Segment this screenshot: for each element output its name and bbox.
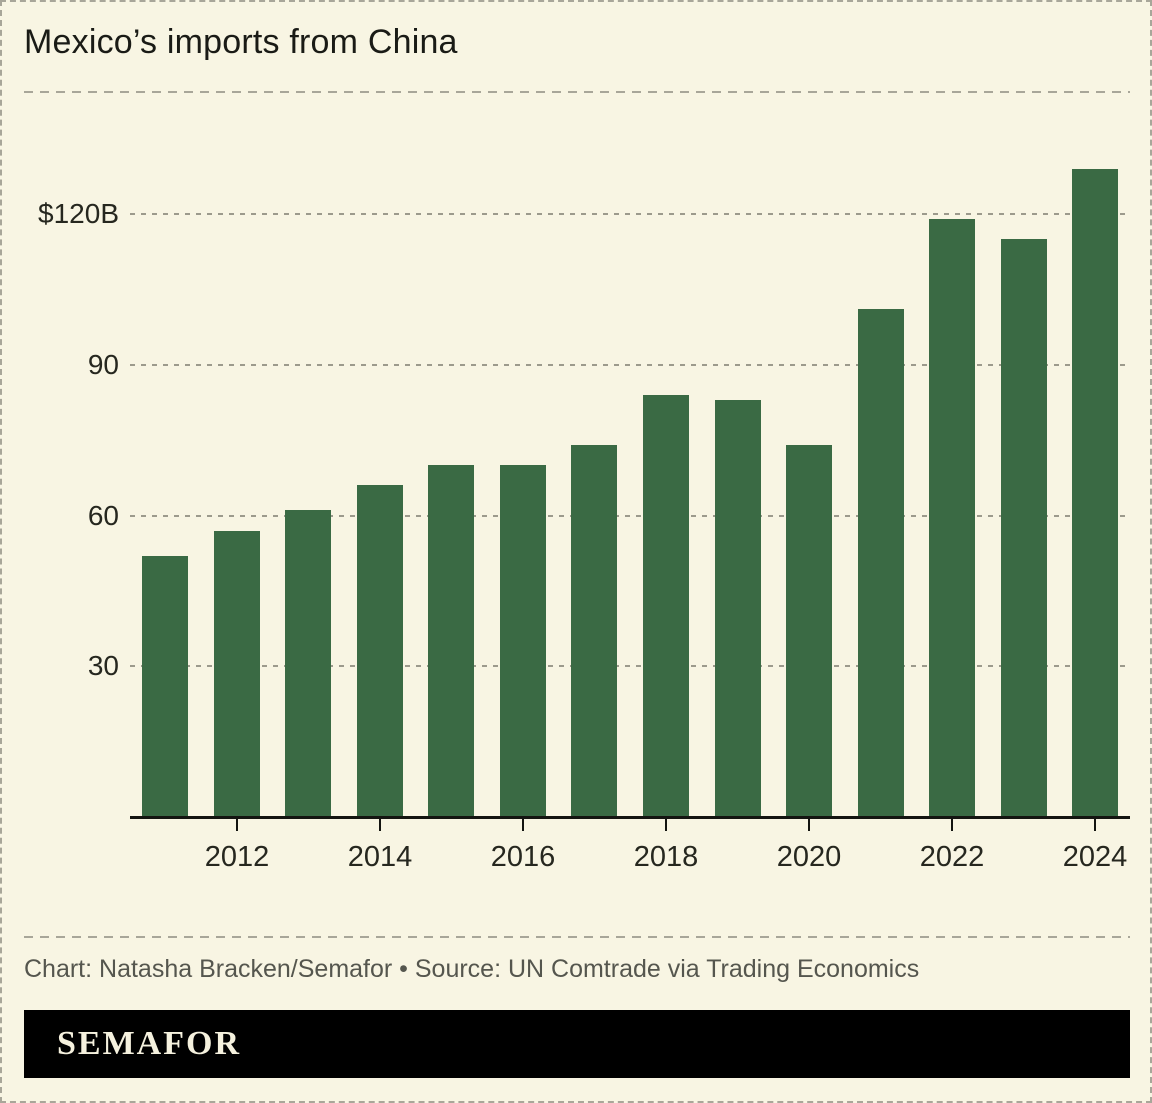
footer-separator [24,936,1130,938]
semafor-logo-bar: SEMAFOR [24,1010,1130,1078]
x-tick-label-2022: 2022 [919,841,985,873]
bar-2018 [643,395,689,817]
bar-2023 [1001,239,1047,817]
title-separator [24,91,1130,93]
x-tick-label-2024: 2024 [1062,841,1128,873]
y-tick-label-60: 60 [87,499,119,531]
x-tick-2020 [808,819,810,831]
gridline-90 [130,363,1130,366]
x-tick-label-2020: 2020 [776,841,842,873]
gridline-30 [130,665,1130,668]
credit-source-line: Chart: Natasha Bracken/Semafor • Source:… [24,955,920,983]
x-tick-2022 [951,819,953,831]
x-tick-label-2014: 2014 [347,841,413,873]
y-tick-label-30: 30 [87,650,119,682]
bar-2016 [500,465,546,817]
bar-2020 [786,445,832,817]
bar-2013 [285,510,331,817]
x-tick-label-2016: 2016 [490,841,556,873]
bar-2021 [858,309,904,817]
bar-2012 [214,531,260,817]
semafor-wordmark: SEMAFOR [57,1025,241,1062]
gridline-120 [130,213,1130,215]
y-tick-label-90: 90 [87,348,119,380]
y-tick-label-120: $120B [38,198,119,229]
x-tick-2012 [236,819,238,831]
x-tick-2016 [522,819,524,831]
bar-2011 [142,556,188,817]
bar-2015 [428,465,474,817]
x-tick-2014 [379,819,381,831]
gridline-60 [130,514,1130,517]
bar-2022 [929,219,975,817]
bar-2019 [715,400,761,817]
x-tick-2018 [665,819,667,831]
x-axis-line [130,816,1130,819]
x-tick-label-2018: 2018 [633,841,699,873]
bar-2017 [571,445,617,817]
bar-2024 [1072,169,1118,817]
chart-title: Mexico’s imports from China [24,23,458,61]
bar-2014 [357,485,403,817]
x-tick-label-2012: 2012 [204,841,270,873]
x-tick-2024 [1094,819,1096,831]
